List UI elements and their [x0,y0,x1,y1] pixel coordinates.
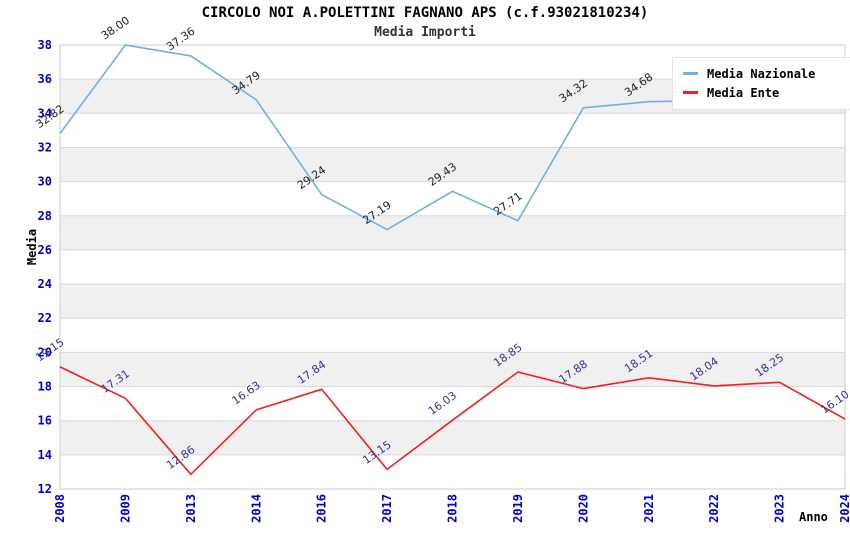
x-tick-label: 2016 [315,494,329,523]
media-nazionale-swatch-icon [683,72,698,75]
plot-border [59,44,846,490]
media-ente-swatch-icon [683,91,698,94]
y-tick-label: 12 [38,482,52,496]
y-tick-label: 28 [38,209,52,223]
plot-band [60,215,845,250]
y-tick-label: 20 [38,345,52,359]
legend-label: Media Nazionale [707,66,816,81]
plot-band [60,181,845,216]
y-tick-label: 16 [38,414,52,428]
y-tick-label: 32 [38,140,52,154]
chart-subtitle: Media Importi [374,25,476,40]
y-tick-label: 36 [38,72,52,86]
x-tick-label: 2022 [707,494,721,523]
y-axis-title: Media [25,228,40,266]
legend-item-media-nazionale: Media Nazionale [683,64,850,83]
x-tick-label: 2020 [576,494,590,523]
x-tick-label: 2014 [249,494,263,523]
y-tick-label: 38 [38,38,52,52]
plot-band [60,352,845,387]
y-tick-label: 14 [38,448,52,462]
x-axis-title: Anno [799,510,828,524]
x-tick-label: 2021 [642,494,656,523]
plot-band [60,249,845,285]
x-tick-label: 2018 [446,494,460,523]
legend-item-media-ente: Media Ente [683,83,850,102]
plot-band [60,318,845,353]
x-tick-label: 2009 [118,494,132,523]
legend: Media Nazionale Media Ente [672,57,850,110]
x-tick-label: 2008 [53,494,67,523]
plot-band [60,147,845,182]
data-point-label: 38.00 [99,14,132,43]
plot-band [60,386,845,421]
y-tick-label: 26 [38,243,52,257]
x-tick-label: 2023 [773,494,787,523]
plot-band [60,113,845,148]
x-tick-label: 2019 [511,494,525,523]
plot-band [60,454,845,489]
y-tick-label: 18 [38,380,52,394]
y-tick-label: 22 [38,311,52,325]
x-tick-label: 2024 [838,494,850,523]
x-tick-label: 2017 [380,494,394,523]
y-tick-label: 34 [38,106,52,120]
x-tick-label: 2013 [184,494,198,523]
legend-label: Media Ente [707,85,780,100]
y-tick-label: 30 [38,175,52,189]
plot-band [60,284,845,319]
y-tick-label: 24 [38,277,52,291]
chart-title: CIRCOLO NOI A.POLETTINI FAGNANO APS (c.f… [201,5,649,21]
plot-band [60,420,845,455]
series-line-media-ente [59,366,846,476]
